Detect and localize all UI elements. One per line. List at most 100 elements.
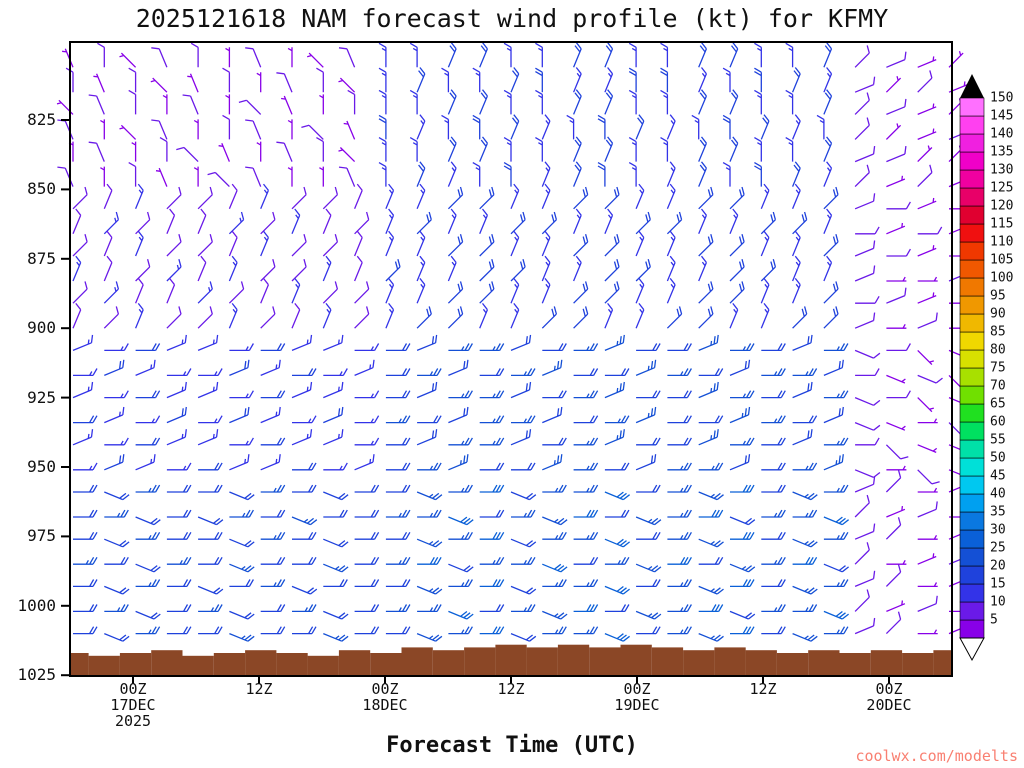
- wind-barb: [792, 211, 808, 235]
- wind-barb: [73, 484, 98, 493]
- wind-barb: [792, 429, 813, 446]
- wind-barb: [135, 563, 161, 573]
- wind-barb: [886, 374, 906, 384]
- wind-barb: [354, 281, 370, 304]
- wind-barb: [917, 444, 938, 454]
- wind-barb: [416, 334, 438, 352]
- wind-barb: [729, 234, 745, 257]
- wind-barb: [103, 255, 113, 282]
- wind-barb: [541, 161, 551, 187]
- wind-barb: [604, 208, 614, 235]
- wind-barb: [338, 147, 356, 163]
- wind-barb: [73, 604, 98, 613]
- wind-barb: [698, 462, 724, 471]
- wind-barb: [785, 42, 794, 68]
- wind-barb: [416, 585, 443, 595]
- wind-barb: [510, 538, 537, 548]
- wind-barb: [166, 531, 192, 540]
- wind-barb: [917, 349, 934, 366]
- wind-barb: [150, 77, 168, 93]
- wind-barb: [636, 343, 661, 352]
- wind-barb: [761, 626, 786, 635]
- wind-barb: [729, 406, 751, 424]
- wind-barb: [636, 579, 661, 588]
- colorbar-tick-label: 80: [990, 342, 1006, 358]
- colorbar-tick-label: 75: [990, 360, 1006, 376]
- wind-barb: [479, 390, 505, 399]
- wind-barb: [760, 303, 770, 329]
- wind-barb: [823, 186, 839, 210]
- wind-barb: [73, 626, 98, 635]
- wind-barb: [385, 390, 411, 399]
- wind-barb: [541, 255, 551, 282]
- wind-barb: [409, 137, 418, 162]
- wind-barb: [166, 462, 192, 471]
- wind-barb: [417, 415, 442, 424]
- wind-barb: [666, 255, 676, 282]
- wind-barb: [635, 563, 662, 573]
- wind-barb: [823, 89, 833, 115]
- wind-barb: [510, 585, 537, 595]
- wind-barb: [510, 278, 520, 304]
- wind-barb: [792, 585, 818, 595]
- wind-barb: [135, 516, 161, 526]
- wind-barb: [166, 556, 192, 565]
- wind-barb: [338, 47, 356, 68]
- x-tick-line: 12Z: [749, 680, 777, 698]
- wind-barb: [479, 579, 505, 588]
- wind-barb: [823, 42, 833, 68]
- wind-barb: [917, 197, 937, 210]
- wind-barb: [854, 523, 876, 540]
- wind-barb: [698, 538, 724, 548]
- wind-barb: [479, 531, 505, 540]
- wind-barb: [416, 67, 426, 93]
- wind-barb: [354, 604, 380, 613]
- wind-barb: [260, 343, 286, 352]
- wind-barb: [322, 234, 339, 257]
- wind-barb: [72, 234, 88, 257]
- wind-barb: [197, 429, 219, 446]
- wind-barb: [698, 136, 707, 162]
- wind-barb: [510, 114, 520, 140]
- wind-barb: [604, 303, 614, 329]
- wind-barb: [604, 89, 614, 115]
- colorbar-tick-label: 145: [990, 108, 1014, 124]
- wind-barb: [510, 230, 520, 257]
- wind-barb: [228, 230, 238, 257]
- wind-barb: [166, 604, 192, 613]
- wind-barb: [729, 610, 756, 620]
- wind-barb: [198, 531, 223, 540]
- wind-barb: [291, 303, 301, 329]
- wind-barb: [917, 103, 937, 116]
- wind-barb: [319, 166, 324, 187]
- wind-barb: [73, 556, 98, 565]
- wind-barb: [636, 626, 661, 635]
- wind-barb: [292, 626, 317, 635]
- wind-barb: [729, 136, 739, 162]
- wind-barb: [917, 595, 938, 613]
- wind-barb: [628, 162, 637, 187]
- wind-barb: [385, 579, 411, 588]
- wind-barb: [729, 303, 739, 329]
- wind-barb: [447, 161, 457, 187]
- wind-barb: [385, 462, 411, 471]
- wind-barb: [667, 462, 692, 471]
- wind-barb: [510, 381, 532, 399]
- wind-barb: [698, 42, 708, 68]
- wind-barb: [823, 454, 844, 471]
- wind-barb: [855, 226, 880, 235]
- wind-barb: [479, 281, 495, 304]
- wind-barb: [72, 208, 82, 235]
- wind-barb: [854, 117, 870, 140]
- wind-barb: [100, 119, 105, 140]
- wind-barb: [761, 368, 786, 377]
- wind-barb: [472, 114, 481, 140]
- wind-barb: [187, 73, 199, 93]
- wind-barb: [541, 183, 551, 210]
- wind-barb: [385, 437, 411, 446]
- wind-barb: [448, 626, 473, 635]
- wind-barb: [886, 323, 907, 329]
- wind-barb: [542, 390, 567, 399]
- wind-barb: [135, 415, 161, 424]
- wind-barb: [416, 114, 426, 140]
